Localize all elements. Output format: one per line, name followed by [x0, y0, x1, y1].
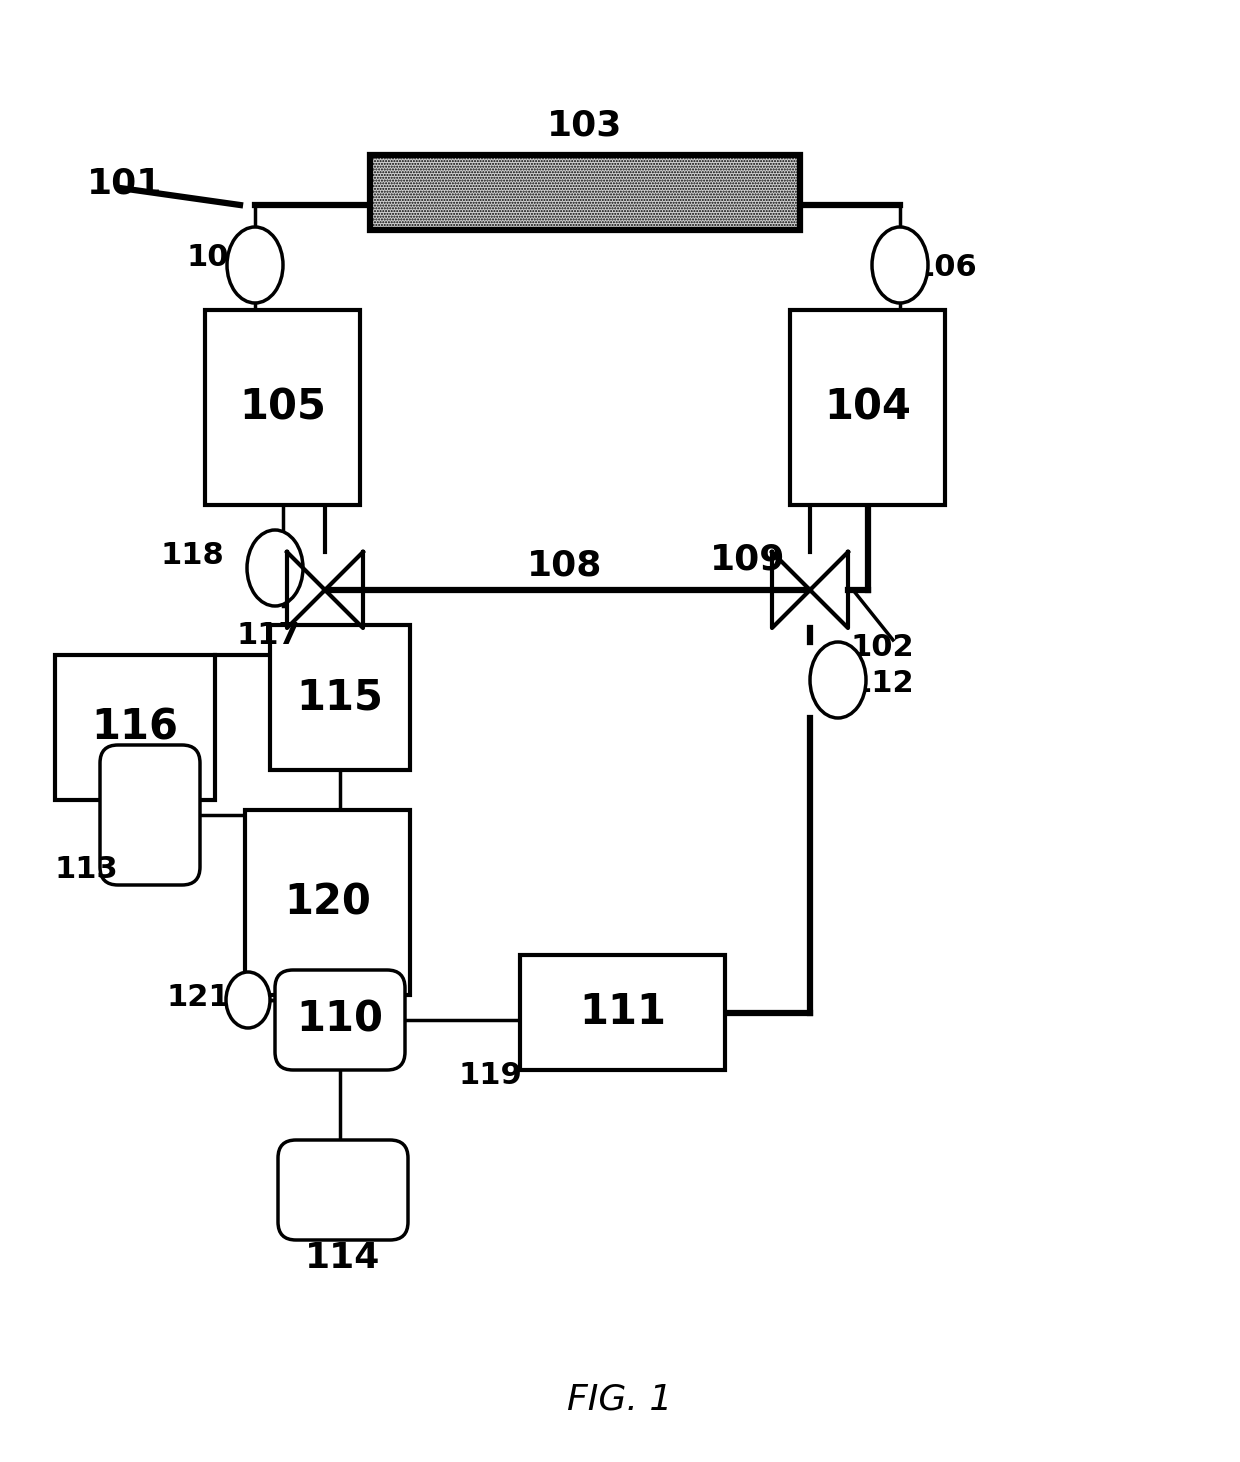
- Text: 120: 120: [284, 882, 371, 924]
- Text: 114: 114: [305, 1241, 381, 1275]
- Bar: [246, 810, 410, 996]
- Text: 110: 110: [296, 999, 383, 1041]
- Text: 117: 117: [236, 620, 300, 649]
- Text: 105: 105: [239, 386, 326, 428]
- Bar: [790, 310, 945, 504]
- Text: 121: 121: [166, 984, 229, 1013]
- Text: 119: 119: [458, 1060, 522, 1089]
- Text: 113: 113: [55, 855, 118, 885]
- Text: 101: 101: [87, 167, 162, 200]
- Bar: [520, 955, 725, 1070]
- Bar: [270, 624, 410, 770]
- FancyBboxPatch shape: [100, 746, 200, 885]
- Text: 107: 107: [186, 244, 249, 272]
- Ellipse shape: [226, 972, 270, 1028]
- Text: 106: 106: [913, 253, 977, 282]
- FancyBboxPatch shape: [278, 1140, 408, 1240]
- Ellipse shape: [810, 642, 866, 718]
- FancyBboxPatch shape: [275, 969, 405, 1070]
- Bar: [55, 655, 215, 800]
- Text: 108: 108: [527, 548, 603, 582]
- Text: 115: 115: [296, 677, 383, 718]
- Text: 102: 102: [851, 633, 914, 662]
- Text: 118: 118: [160, 541, 224, 570]
- Text: 116: 116: [92, 706, 179, 749]
- Text: 111: 111: [579, 991, 666, 1034]
- Ellipse shape: [227, 227, 283, 303]
- Bar: [205, 310, 360, 504]
- Ellipse shape: [872, 227, 928, 303]
- Text: FIG. 1: FIG. 1: [568, 1383, 672, 1417]
- Bar: [370, 155, 800, 230]
- Text: 112: 112: [851, 668, 914, 697]
- Text: 103: 103: [547, 108, 622, 142]
- Text: 104: 104: [825, 386, 911, 428]
- Ellipse shape: [247, 531, 303, 607]
- Text: 109: 109: [711, 542, 786, 577]
